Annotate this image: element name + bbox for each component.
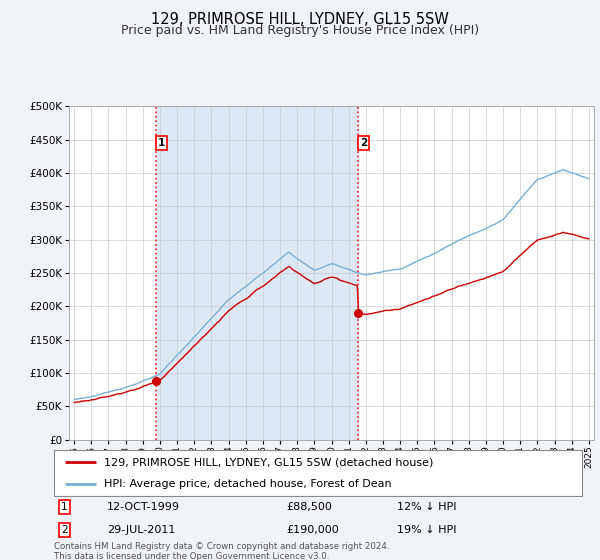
Bar xyxy=(157,106,358,440)
Text: 2: 2 xyxy=(61,525,68,535)
Text: 129, PRIMROSE HILL, LYDNEY, GL15 5SW (detached house): 129, PRIMROSE HILL, LYDNEY, GL15 5SW (de… xyxy=(104,457,434,467)
Text: 1: 1 xyxy=(158,138,165,148)
Text: Price paid vs. HM Land Registry's House Price Index (HPI): Price paid vs. HM Land Registry's House … xyxy=(121,24,479,36)
Text: 19% ↓ HPI: 19% ↓ HPI xyxy=(397,525,457,535)
Text: 129, PRIMROSE HILL, LYDNEY, GL15 5SW: 129, PRIMROSE HILL, LYDNEY, GL15 5SW xyxy=(151,12,449,27)
Text: 12% ↓ HPI: 12% ↓ HPI xyxy=(397,502,457,512)
Text: £88,500: £88,500 xyxy=(286,502,332,512)
Text: 2: 2 xyxy=(360,138,367,148)
Text: Contains HM Land Registry data © Crown copyright and database right 2024.
This d: Contains HM Land Registry data © Crown c… xyxy=(54,542,389,560)
Text: 29-JUL-2011: 29-JUL-2011 xyxy=(107,525,175,535)
Text: £190,000: £190,000 xyxy=(286,525,339,535)
Text: HPI: Average price, detached house, Forest of Dean: HPI: Average price, detached house, Fore… xyxy=(104,479,392,489)
Text: 1: 1 xyxy=(61,502,68,512)
Text: 12-OCT-1999: 12-OCT-1999 xyxy=(107,502,180,512)
